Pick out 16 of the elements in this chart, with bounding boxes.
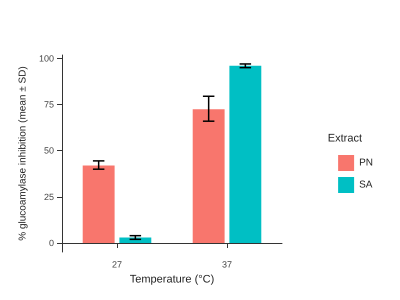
legend-label: SA [359, 180, 373, 190]
y-tick-label: 75 [44, 100, 54, 110]
x-tick-label: 27 [112, 260, 122, 270]
y-axis-title: % glucoamylase inhibition (mean ± SD) [18, 66, 29, 241]
legend-title: Extract [328, 132, 362, 144]
bar [229, 66, 262, 244]
bar [82, 166, 115, 244]
y-tick-label: 25 [44, 192, 54, 202]
y-tick-label: 0 [48, 238, 54, 248]
legend-label: PN [359, 158, 374, 168]
x-tick-label: 37 [222, 260, 232, 270]
bar [192, 109, 225, 244]
y-tick-label: 100 [38, 53, 54, 64]
bar [119, 238, 152, 244]
y-tick-label: 50 [44, 146, 54, 156]
x-axis-title: Temperature (°C) [130, 274, 214, 286]
